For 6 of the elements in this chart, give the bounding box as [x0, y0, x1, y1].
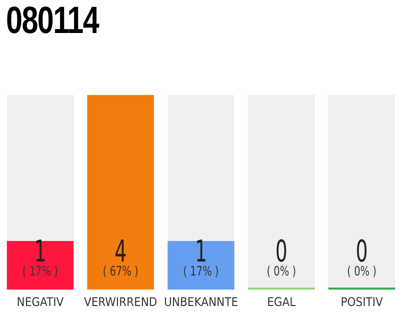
- x-tick-label: EGAL: [267, 294, 296, 309]
- x-tick-label: VERWIRREND: [84, 294, 158, 309]
- x-tick-label: NEGATIV: [16, 294, 64, 309]
- chart-title: 080114: [6, 0, 99, 43]
- x-tick-label: UNBEKANNTE: [164, 294, 238, 309]
- x-tick-label: POSITIV: [340, 294, 384, 309]
